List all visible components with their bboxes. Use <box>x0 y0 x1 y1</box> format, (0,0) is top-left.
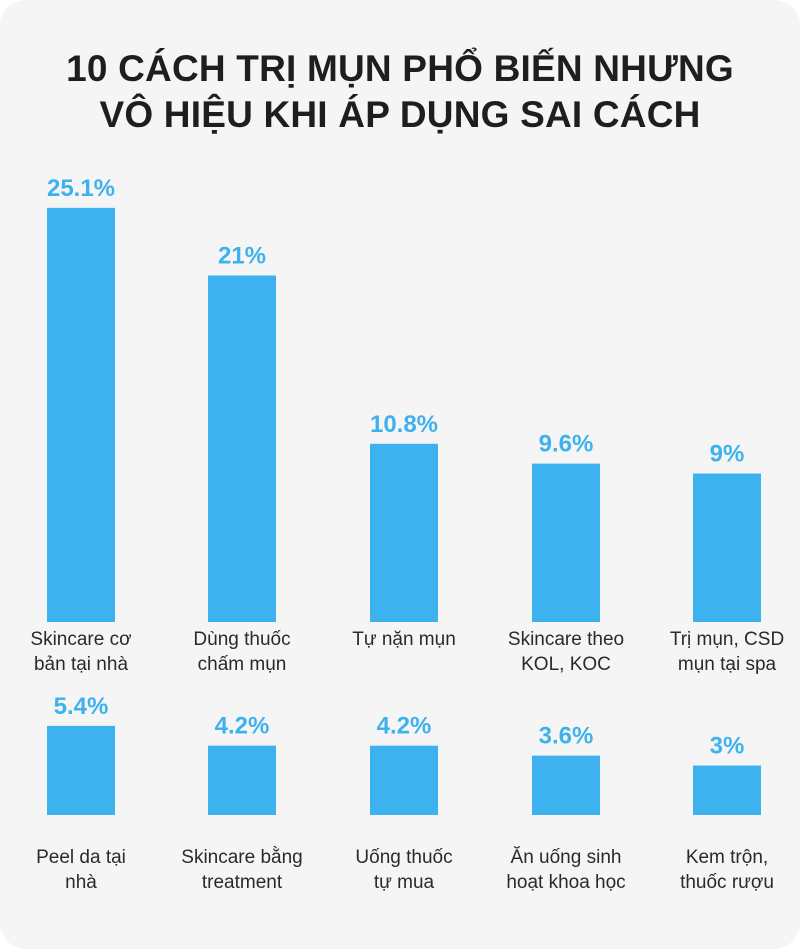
bar <box>370 443 438 622</box>
category-label: Uống thuốc tự mua <box>355 847 452 893</box>
category-label: Ăn uống sinh hoạt khoa học <box>506 847 625 893</box>
chart-title: 10 CÁCH TRỊ MỤN PHỔ BIẾN NHƯNG VÔ HIỆU K… <box>0 46 800 138</box>
category-label: Skincare cơ bản tại nhà <box>30 629 131 675</box>
bar <box>693 473 761 622</box>
data-label: 4.2% <box>215 713 270 740</box>
bar <box>370 745 438 815</box>
data-label: 25.1% <box>47 175 115 202</box>
bar <box>532 463 600 622</box>
category-label: Trị mụn, CSD mụn tại spa <box>670 629 784 675</box>
category-label: Dùng thuốc chấm mụn <box>193 629 290 675</box>
bar <box>47 725 115 815</box>
data-label: 3% <box>710 733 745 760</box>
bar <box>47 207 115 622</box>
bar <box>208 275 276 622</box>
data-label: 3.6% <box>539 723 594 750</box>
title-line-2: VÔ HIỆU KHI ÁP DỤNG SAI CÁCH <box>99 94 701 135</box>
data-label: 5.4% <box>54 693 109 720</box>
bar <box>532 755 600 815</box>
category-label: Skincare theo KOL, KOC <box>508 629 624 675</box>
category-label: Peel da tại nhà <box>36 847 126 893</box>
category-label: Tự nặn mụn <box>352 629 456 650</box>
title-line-1: 10 CÁCH TRỊ MỤN PHỔ BIẾN NHƯNG <box>66 48 734 89</box>
category-label: Kem trộn, thuốc rượu <box>680 847 774 893</box>
data-label: 10.8% <box>370 411 438 438</box>
bar <box>208 745 276 815</box>
data-label: 21% <box>218 243 266 270</box>
data-label: 9% <box>710 441 745 468</box>
category-label: Skincare bằng treatment <box>181 846 302 893</box>
data-label: 4.2% <box>377 713 432 740</box>
data-label: 9.6% <box>539 431 594 458</box>
bar <box>693 765 761 815</box>
